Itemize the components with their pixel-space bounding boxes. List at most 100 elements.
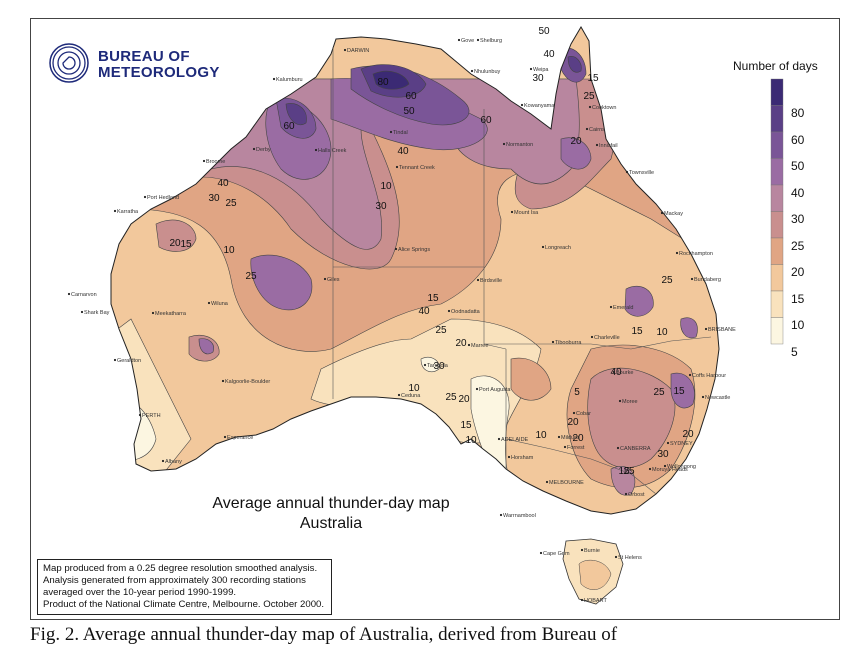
town-label: Normanton (506, 142, 533, 148)
town-label: Weipa (533, 67, 549, 73)
contour-label: 60 (480, 115, 492, 126)
contour-label: 20 (169, 238, 181, 249)
town-marker (470, 69, 474, 73)
town-marker (314, 148, 318, 152)
town-label: Marree (471, 343, 488, 349)
contour-label: 15 (673, 386, 685, 397)
town-marker (580, 548, 584, 552)
map-title-line-2: Australia (299, 515, 363, 532)
contour-label: 25 (661, 275, 673, 286)
town-label: Broome (206, 159, 225, 165)
town-marker (688, 373, 692, 377)
town-label: Townsville (629, 170, 654, 176)
map-frame: 80 60 50 60 40 60 50 40 30 25 20 15 10 30 40 25 20 15 10 25… (30, 18, 840, 620)
town-marker (138, 413, 142, 417)
logo-line-2: METEOROLOGY (98, 64, 220, 81)
town-marker (476, 38, 480, 42)
contour-label: 30 (532, 73, 544, 84)
town-label: Wiluna (211, 301, 229, 307)
town-label: Cape Grim (543, 551, 570, 557)
coastline (110, 26, 720, 515)
contour-label: 30 (433, 361, 445, 372)
town-marker (588, 105, 592, 109)
contour-label: 25 (225, 198, 237, 209)
contour-label: 50 (538, 26, 550, 37)
town-label: Cairns (589, 127, 605, 133)
legend-swatch (770, 131, 784, 159)
town-label: Cobar (576, 411, 591, 417)
town-marker (67, 292, 71, 296)
town-label: Kalumburu (276, 77, 303, 83)
town-marker (612, 370, 616, 374)
town-label: Kalgoorlie-Boulder (225, 379, 270, 385)
bureau-logo-emblem (49, 43, 89, 83)
town-marker (143, 195, 147, 199)
town-marker (545, 480, 549, 484)
contour-label: 80 (377, 77, 389, 88)
town-label: Bundaberg (694, 277, 721, 283)
contour-label: 40 (217, 178, 229, 189)
legend-level-label: 20 (791, 265, 805, 279)
legend-level-label: 5 (791, 344, 798, 359)
legend-level-label: 10 (791, 318, 805, 332)
contour-label: 10 (380, 181, 392, 192)
figure-caption: Fig. 2. Average annual thunder-day map o… (30, 624, 618, 645)
town-marker (343, 48, 347, 52)
state-borders (332, 47, 712, 495)
town-label: Karratha (117, 209, 139, 215)
legend-level-label: 50 (791, 159, 805, 173)
contour-label: 60 (405, 91, 417, 102)
contour-label: 20 (570, 136, 582, 147)
town-label: St Helens (618, 555, 642, 561)
town-marker (323, 277, 327, 281)
contour-label: 10 (465, 435, 477, 446)
contour-label: 25 (623, 466, 635, 477)
contour-label: 25 (245, 271, 257, 282)
town-marker (475, 387, 479, 391)
note-line-2: Analysis generated from approximately 30… (43, 575, 306, 586)
town-marker (648, 467, 652, 471)
town-label: Warrnambool (503, 513, 536, 519)
contour-label: 20 (572, 433, 584, 444)
map-title: Average annual thunder-day map Australia (201, 494, 461, 534)
map-note-box: Map produced from a 0.25 degree resoluti… (37, 559, 332, 615)
legend-title: Number of days (733, 59, 818, 73)
town-label: Birdsville (480, 278, 502, 284)
contour-label: 40 (610, 367, 622, 378)
contour-label: 20 (455, 338, 467, 349)
town-label: Halls Creek (318, 148, 347, 154)
town-marker (221, 379, 225, 383)
town-label: Nhulunbuy (474, 69, 501, 75)
town-label: Ceduna (401, 393, 421, 399)
town-label: Mildura (561, 435, 580, 441)
contour-label: 30 (375, 201, 387, 212)
note-line-4: Product of the National Climate Centre, … (43, 599, 325, 610)
town-label: Moruya Heads (652, 467, 688, 473)
town-label: Albany (165, 459, 182, 465)
contour-label: 40 (397, 146, 409, 157)
legend-level-label: 40 (791, 185, 805, 200)
town-label: Tindal (393, 130, 408, 136)
town-label: Kowanyama (524, 103, 555, 109)
town-marker (476, 278, 480, 282)
town-marker (663, 464, 667, 468)
contour-label: 25 (653, 387, 665, 398)
town-marker (572, 411, 576, 415)
town-marker (395, 165, 399, 169)
town-marker (223, 435, 227, 439)
town-marker (585, 127, 589, 131)
town-label: Shelburg (480, 38, 502, 44)
town-label: Rockhampton (679, 251, 713, 257)
town-label: ADELAIDE (501, 437, 529, 443)
town-label: Mackay (664, 211, 683, 217)
town-label: Mount Isa (514, 210, 539, 216)
town-label: Coffs Harbour (692, 373, 726, 379)
town-label: Tennant Creek (399, 165, 435, 171)
town-label: Bourke (616, 370, 633, 376)
town-label: Port Augusta (479, 387, 511, 393)
contour-label: 25 (445, 392, 457, 403)
contour-label: 40 (543, 49, 555, 60)
town-marker (625, 170, 629, 174)
town-label: Tibooburra (555, 340, 582, 346)
town-label: Forrest (567, 445, 585, 451)
